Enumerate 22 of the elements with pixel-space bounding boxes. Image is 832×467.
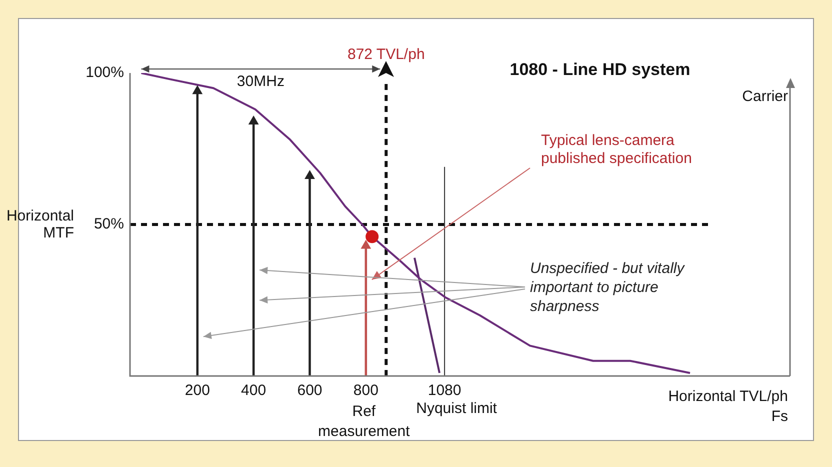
text: Ref measurement <box>318 403 411 440</box>
y-axis-title: Horizontal MTF <box>6 208 74 242</box>
x-axis-title: Horizontal TVL/ph Fs <box>668 388 788 425</box>
annotation: Unspecified - but vitally important to picture sharpness <box>530 260 686 315</box>
x-tick-label: 200 <box>184 382 210 400</box>
x-tick-label: 1080 <box>428 382 462 400</box>
point <box>248 116 258 124</box>
y-tick-label: 50% <box>94 216 124 233</box>
chart-title: 1080 - Line HD system <box>510 60 690 79</box>
point <box>192 86 202 94</box>
ref-line-label: Nyquist limit <box>416 400 498 417</box>
point <box>361 240 371 249</box>
annotation: Typical lens-camera published specification <box>541 132 692 167</box>
point <box>304 170 315 180</box>
point <box>366 230 379 244</box>
x-tick-label: 400 <box>241 382 266 400</box>
annotation: 30MHz <box>236 73 284 90</box>
x-tick-label: 800 <box>353 382 378 400</box>
y-tick-label: 100% <box>86 64 124 82</box>
x-tick-label: 600 <box>297 382 322 400</box>
annotation: Carrier <box>742 88 788 105</box>
ref-line-label: 872 TVL/ph <box>347 46 425 63</box>
